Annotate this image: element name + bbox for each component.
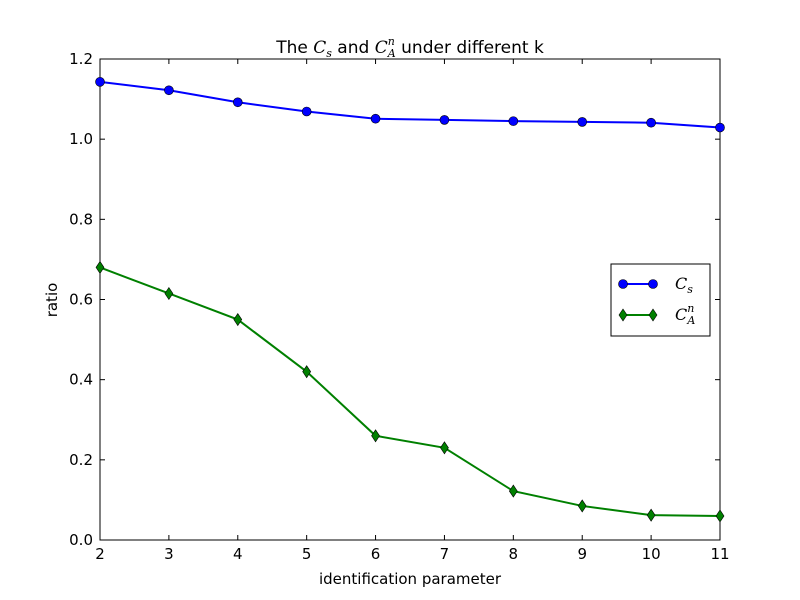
series-1-point [95, 77, 105, 87]
y-axis-label: ratio [43, 283, 61, 318]
series-1-point [715, 122, 725, 133]
title-cs-base: C [313, 38, 326, 58]
series-1-point [301, 106, 312, 117]
title-ca-sup: n [388, 35, 395, 48]
y-tick-label: 0.2 [69, 451, 93, 469]
legend-box [610, 263, 711, 337]
x-tick-label: 9 [577, 545, 587, 563]
x-tick-label: 7 [440, 545, 450, 563]
series-1-point [370, 113, 381, 124]
title-prefix: The [275, 38, 313, 58]
x-tick-label: 5 [302, 545, 312, 563]
legend: Cs Cn A [610, 263, 711, 337]
legend-label-1: Cs [675, 274, 693, 296]
series-2-point [440, 441, 449, 455]
title-ca-base: C [375, 38, 388, 58]
legend-marker-1 [648, 279, 658, 289]
y-tick-label: 0.0 [69, 531, 93, 549]
title-ca-sub: A [387, 47, 396, 60]
legend-marker-2 [618, 308, 628, 322]
y-tick-label: 0.4 [69, 371, 93, 389]
series-2-point [646, 508, 656, 522]
series-1-point [439, 115, 450, 125]
y-tick-label: 0.8 [69, 210, 93, 228]
series-2-point [715, 509, 725, 523]
x-tick-label: 2 [95, 545, 105, 563]
x-tick-label: 8 [509, 545, 519, 563]
x-tick-label: 10 [642, 545, 661, 563]
series-2-point [371, 429, 380, 443]
series-line-2 [99, 266, 721, 517]
legend-label-2: Cn A [675, 302, 695, 327]
y-tick-label: 1.0 [69, 130, 93, 148]
legend-marker-1 [618, 279, 628, 289]
x-tick-label: 11 [710, 545, 729, 563]
series-2-point [302, 365, 312, 379]
y-tick-label: 0.6 [69, 291, 93, 309]
series-1-point [164, 85, 174, 96]
series-2-point [164, 286, 174, 301]
series-1-point [232, 97, 243, 108]
legend-marker-2 [648, 308, 658, 322]
series-2-point [577, 499, 587, 513]
series-1-point [577, 117, 588, 127]
series-1-point [646, 117, 656, 128]
plot-area: 2 3 4 5 6 7 8 9 10 11 0.0 0.2 0.4 0.6 0.8 1.0 1.2 [69, 50, 729, 563]
title-suffix: under different k [396, 38, 544, 58]
series-2-point [95, 260, 105, 274]
series-2-point [233, 313, 243, 327]
x-axis-label: identification parameter [319, 570, 502, 588]
title-cs-sub: s [326, 47, 332, 60]
title-middle: and [332, 38, 375, 58]
legend-entries: Cs Cn A [618, 274, 695, 327]
series-1-point [508, 116, 519, 126]
series-2-point [508, 484, 518, 498]
x-tick-label: 4 [233, 545, 243, 563]
x-tick-label: 6 [371, 545, 381, 563]
x-tick-label: 3 [164, 545, 174, 563]
series-line-1 [99, 80, 721, 129]
chart-title: The Cs and Cn A under different k [275, 35, 544, 60]
y-tick-label: 1.2 [69, 50, 93, 68]
